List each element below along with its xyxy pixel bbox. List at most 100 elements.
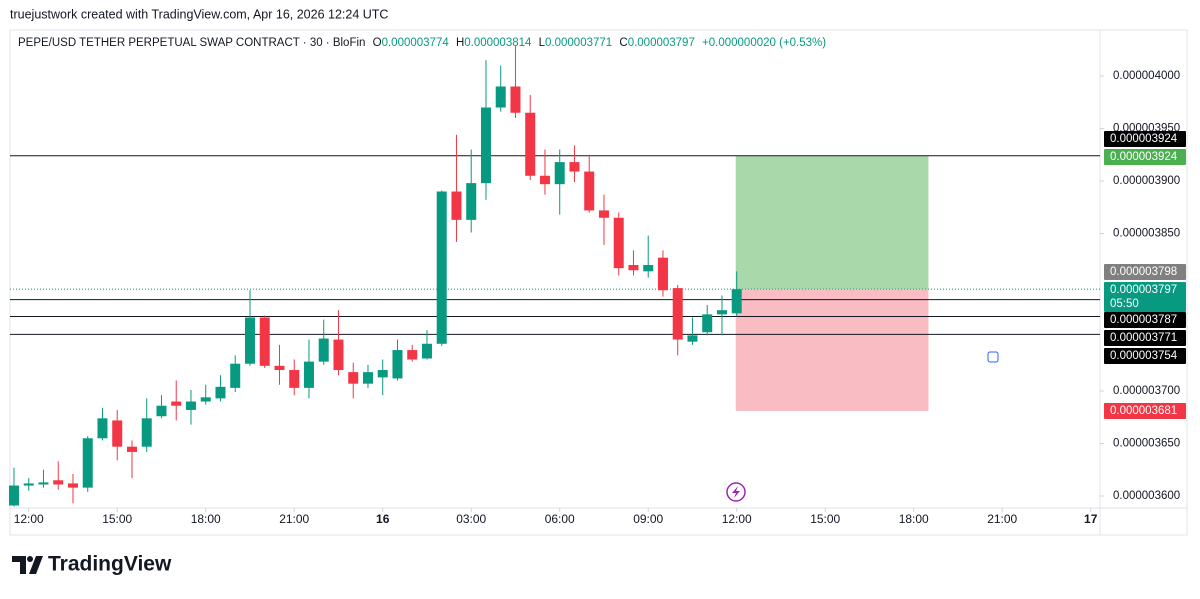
x-tick-label: 15:00 (102, 512, 132, 526)
candle-body (333, 339, 344, 371)
candle-body (259, 317, 270, 366)
candle-body (525, 112, 536, 176)
x-tick-label: 12:00 (722, 512, 752, 526)
price-label: 0.000003771 (1110, 332, 1177, 344)
tradingview-logo: TradingView (12, 553, 172, 576)
candle-body (584, 171, 595, 211)
y-tick-label: 0.000003600 (1113, 490, 1180, 502)
candle-body (289, 370, 300, 388)
legend-key: O (373, 37, 382, 49)
legend-key: H (456, 37, 464, 49)
candle-body (672, 288, 683, 340)
candle-body (8, 485, 19, 506)
candle-body (200, 397, 211, 402)
candle-body (466, 183, 477, 220)
candle-body (82, 438, 93, 488)
y-tick-label: 0.000003850 (1113, 228, 1180, 240)
candle-body (687, 335, 698, 342)
price-label-box (1104, 330, 1186, 346)
x-tick-label: 03:00 (456, 512, 486, 526)
candle-body (230, 363, 241, 388)
plot: 0.000003600 0.000003650 0.000003700 0.00000… (8, 45, 1180, 526)
profit-zone (735, 155, 929, 290)
candle-body (451, 191, 462, 220)
candle-body (274, 365, 285, 371)
candle-body (141, 418, 152, 447)
candle-body (23, 483, 34, 486)
candle-body (480, 107, 491, 184)
candle-body (38, 482, 49, 485)
candle-body (185, 401, 196, 410)
legend-value: 0.000003797 (628, 37, 695, 49)
candle-body (716, 310, 727, 315)
legend-value: 0.000003774 (382, 37, 450, 49)
legend: PEPE/USD TETHER PERPETUAL SWAP CONTRACT … (18, 37, 826, 49)
candle-body (53, 480, 64, 485)
candle-body (657, 257, 668, 291)
x-tick-label: 16 (376, 512, 390, 526)
price-label: 0.000003924 (1110, 133, 1178, 145)
price-label-box (1104, 282, 1186, 312)
chart-frame (9, 29, 1188, 536)
price-label-box (1104, 312, 1186, 328)
legend-value: 0.000003771 (545, 37, 612, 49)
candle-body (436, 191, 447, 344)
candle-body (362, 372, 373, 384)
candle-body (598, 210, 609, 218)
price-label: 0.000003798 (1110, 266, 1177, 278)
price-label-box (1104, 149, 1186, 165)
candle-body (392, 350, 403, 379)
x-tick-label: 15:00 (810, 512, 840, 526)
candle-body (215, 386, 226, 399)
candle-body (244, 317, 255, 364)
x-tick-label: 12:00 (14, 512, 44, 526)
header: truejustwork created with TradingView.co… (10, 7, 388, 21)
legend-change: +0.000000020 (+0.53%) (702, 37, 826, 49)
legend-key: L (539, 37, 546, 49)
x-tick-label: 21:00 (987, 512, 1017, 526)
x-tick-label: 06:00 (545, 512, 575, 526)
candle-body (628, 265, 639, 271)
x-tick-label: 18:00 (899, 512, 929, 526)
candle-body (554, 162, 565, 185)
candle-body (97, 418, 108, 439)
x-tick-label: 18:00 (191, 512, 221, 526)
candle-body (377, 370, 388, 378)
candle-body (67, 483, 78, 488)
candle-body (495, 86, 506, 108)
candle-body (731, 289, 742, 314)
candle-body (613, 217, 624, 269)
price-label-box (1104, 348, 1186, 364)
price-label-box (1104, 264, 1186, 280)
candle-body (510, 86, 521, 113)
candle-body (569, 162, 580, 172)
candle-body (303, 361, 314, 388)
symbol: PEPE/USD TETHER PERPETUAL SWAP CONTRACT … (18, 37, 365, 49)
price-label: 0.000003681 (1110, 405, 1177, 417)
loss-zone (735, 289, 929, 411)
price-label: 0.000003754 (1110, 350, 1178, 362)
price-label: 0.000003797 (1110, 284, 1177, 296)
lightning-icon (726, 482, 746, 502)
legend-key: C (619, 37, 627, 49)
x-tick-label: 17 (1084, 512, 1098, 526)
candle-body (539, 175, 550, 185)
y-tick-label: 0.000003650 (1113, 438, 1180, 450)
drawing-handle[interactable] (987, 351, 999, 363)
candle-body (643, 265, 654, 272)
price-label-box (1104, 131, 1186, 147)
price-label: 0.000003787 (1110, 314, 1177, 326)
candle-body (702, 314, 713, 333)
x-tick-label: 21:00 (279, 512, 309, 526)
candle-body (421, 343, 432, 359)
y-tick-label: 0.000003900 (1113, 175, 1180, 187)
candle-body (112, 420, 123, 447)
countdown: 05:50 (1110, 298, 1139, 310)
candle-body (348, 372, 359, 384)
footer-brand: TradingView (48, 553, 172, 576)
price-label: 0.000003924 (1110, 151, 1178, 163)
price-label-box (1104, 403, 1186, 419)
candle-body (156, 405, 167, 417)
